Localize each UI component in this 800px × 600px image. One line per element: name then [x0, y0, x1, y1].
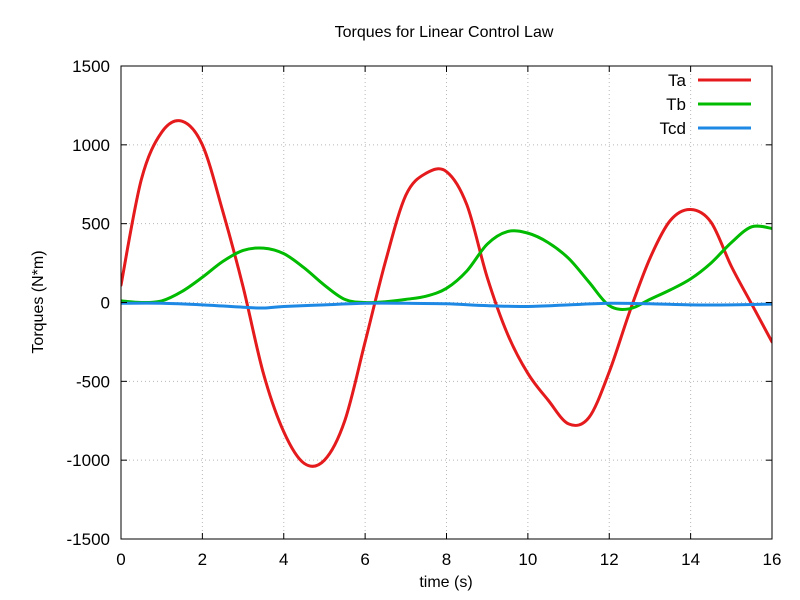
legend-label-tb: Tb [666, 95, 686, 114]
y-tick-label: 1000 [72, 136, 110, 155]
x-axis-label: time (s) [419, 574, 472, 591]
x-tick-label: 4 [279, 550, 288, 569]
chart-title: Torques for Linear Control Law [335, 24, 554, 41]
x-tick-label: 14 [681, 550, 700, 569]
y-axis-label: Torques (N*m) [30, 250, 47, 353]
x-tick-label: 10 [518, 550, 537, 569]
x-tick-label: 0 [116, 550, 125, 569]
x-tick-label: 12 [600, 550, 619, 569]
series-line-tb [121, 224, 772, 311]
x-tick-label: 8 [442, 550, 451, 569]
y-tick-label: 1500 [72, 57, 110, 76]
y-tick-label: -1000 [67, 451, 110, 470]
x-tick-label: 6 [360, 550, 369, 569]
series-line-ta [121, 119, 772, 468]
legend-label-ta: Ta [668, 71, 687, 90]
y-tick-label: 0 [101, 294, 110, 313]
y-tick-label: -1500 [67, 530, 110, 549]
y-tick-label: -500 [76, 372, 110, 391]
x-tick-label: 2 [198, 550, 207, 569]
y-tick-label: 500 [82, 215, 110, 234]
x-tick-label: 16 [763, 550, 782, 569]
legend-label-tcd: Tcd [660, 119, 686, 138]
series-line-tcd [121, 301, 772, 310]
legend: Ta Tb Tcd [660, 71, 751, 138]
series-group [121, 119, 772, 468]
axis-ticks: 0 2 4 6 8 10 12 14 16 -1500 -1000 -500 0 500 1000 1500 [67, 57, 782, 569]
